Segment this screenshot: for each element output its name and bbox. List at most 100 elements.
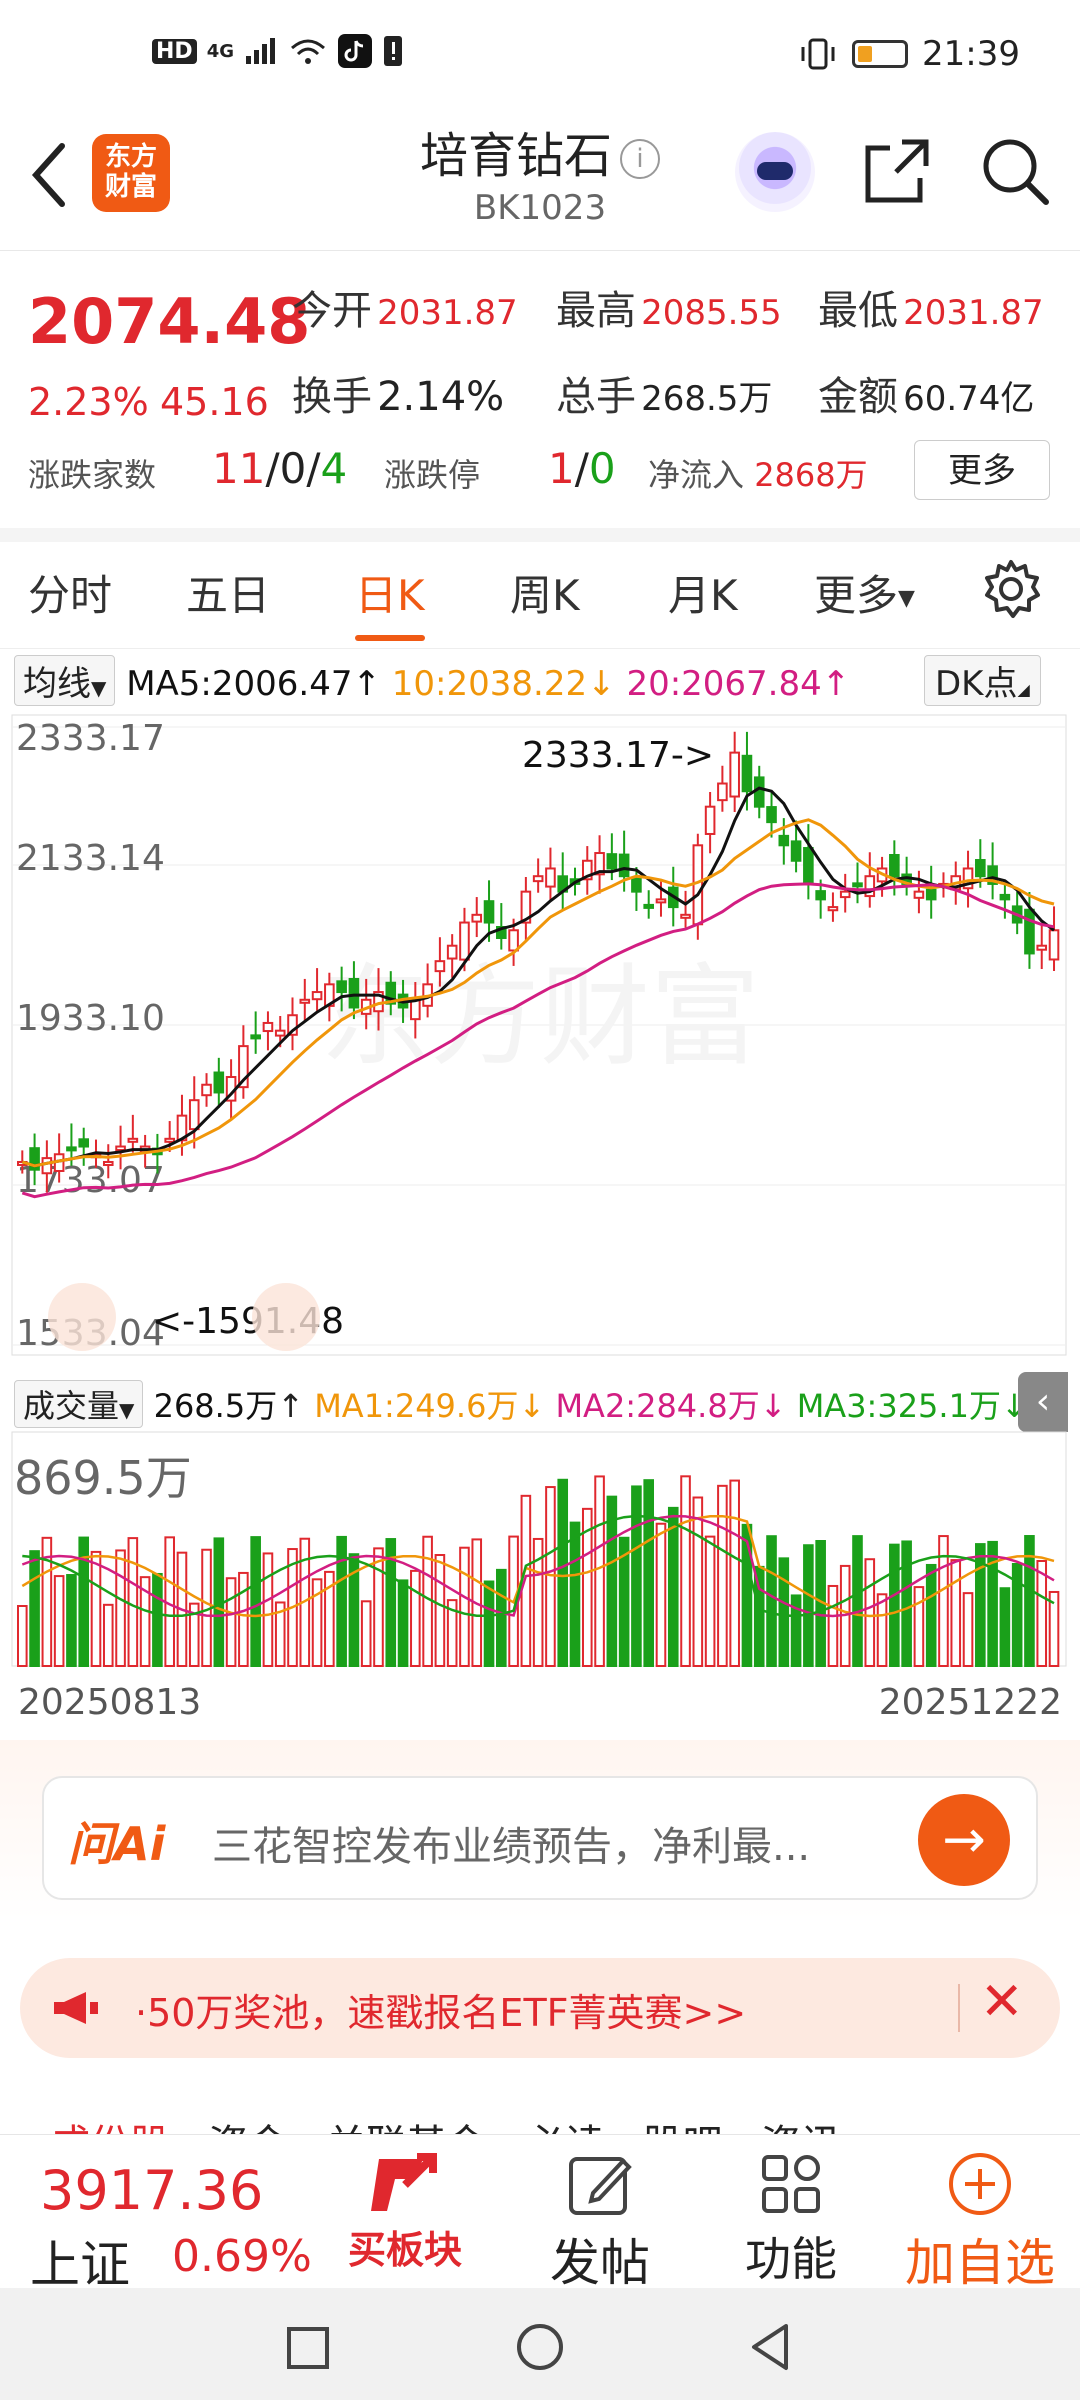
turnover-label: 换手 [292,374,372,420]
collapse-panel-button[interactable]: ‹ [1018,1372,1068,1432]
volume-bar [434,1554,446,1667]
arrow-right-icon[interactable]: → [918,1794,1010,1886]
volume-chart[interactable]: 869.5万 [0,1430,1080,1670]
volume-bar [66,1574,77,1668]
candle-body [618,853,630,878]
volume-bar [225,1577,237,1668]
candle-body [741,754,753,793]
volume-svg[interactable]: 869.5万 [0,1430,1080,1670]
high-annotation: 2333.17-> [522,735,714,776]
scroll-left-icon[interactable] [48,1283,116,1351]
low-label: 最低 [818,288,898,334]
add-watchlist-button[interactable]: 加自选 [890,2149,1070,2295]
candle-body [753,776,765,808]
y-axis-label: 2133.14 [16,838,165,879]
info-icon[interactable]: i [620,139,660,179]
y-axis-label: 1933.10 [16,998,165,1039]
volume-bar [557,1478,569,1668]
recent-apps-icon[interactable] [286,2326,330,2370]
close-icon[interactable]: ✕ [980,1972,1024,2032]
tab-intraday[interactable]: 分时 [28,571,113,620]
volume-bar [1048,1590,1060,1667]
volume-bar [606,1495,618,1668]
status-right: 21:39 [798,34,1020,74]
candle-body [78,1138,90,1148]
home-icon[interactable] [515,2322,565,2372]
ai-robot-icon[interactable] [735,132,815,212]
tab-more[interactable]: 更多▼ [814,562,915,623]
plus-circle-icon [949,2153,1011,2215]
volume-bar [78,1536,90,1667]
candle-body [127,1137,139,1143]
promo-banner[interactable]: ·50万奖池，速戳报名ETF菁英赛>> ✕ [20,1958,1060,2058]
search-icon[interactable] [978,134,1050,206]
candle-body [778,834,790,847]
dk-point-button[interactable]: DK点◢ [924,655,1041,706]
post-button[interactable]: 发帖 [535,2149,665,2295]
turnover-value: 2.14% [377,374,505,420]
watermark: 东方财富 [320,953,760,1081]
back-icon[interactable] [748,2322,792,2372]
candle-body [385,981,397,1005]
signal-icon [246,38,275,64]
ai-search-bar[interactable]: 问Ai 三花智控发布业绩预告，净利最... → [42,1776,1038,1900]
features-button[interactable]: 功能 [726,2149,856,2289]
volume-bar [102,1603,114,1667]
kline-chart[interactable]: 东方财富2333.172133.141933.101733.071533.042… [0,705,1080,1385]
candle-body [704,805,716,835]
index-name[interactable]: 上证 [30,2236,130,2294]
candle-body [446,944,458,960]
volume-bar [680,1475,691,1668]
promo-text[interactable]: ·50万奖池，速戳报名ETF菁英赛>> [135,1991,747,2035]
candle-body [336,980,347,994]
candle-body [164,1137,175,1143]
ma5-line [21,786,1055,1168]
kline-svg[interactable]: 东方财富2333.172133.141933.101733.071533.042… [0,705,1080,1385]
caret-down-icon: ▼ [898,586,915,611]
volume-bar [127,1537,139,1667]
candle-body [311,991,323,1001]
breadth-down: 4 [320,444,348,493]
volume-bar [643,1479,654,1668]
hd-badge: HD [152,38,197,64]
tab-daily-k[interactable]: 日K [355,562,425,641]
ai-prompt-text[interactable]: 三花智控发布业绩预告，净利最... [212,1824,811,1870]
candle-body [889,854,900,878]
ma20-value: 20:2067.84 [626,664,822,704]
header: 东方 财富 培育钻石 i BK1023 [0,110,1080,251]
candle-body [864,875,876,898]
tab-monthly-k[interactable]: 月K [668,571,738,620]
volume-selector[interactable]: 成交量▼ [14,1380,144,1428]
tab-weekly-k[interactable]: 周K [510,571,580,620]
candle-body [508,929,519,952]
volume-bar [188,1602,200,1668]
candle-body [925,888,937,901]
share-icon[interactable] [862,136,932,206]
volume-bar [618,1536,630,1667]
volume-legend: 成交量▼ 268.5万↑ MA1:249.6万↓ MA2:284.8万↓ MA3… [14,1380,1028,1428]
grid-icon [762,2155,820,2213]
candle-body [483,900,495,924]
y-axis-label: 2333.17 [16,718,165,759]
index-value[interactable]: 3917.36 [40,2159,264,2222]
indicator-selector[interactable]: 均线▼ [14,655,116,706]
volume-bar [1011,1563,1023,1667]
volume-selector-label: 成交量 [23,1387,120,1425]
change-value: 45.16 [160,380,269,424]
page-title: 培育钻石 i [0,116,1080,186]
end-date: 20251222 [878,1682,1062,1723]
candle-body [1024,908,1035,955]
buy-sector-button[interactable]: 买板块 [340,2149,470,2274]
volume-bar [311,1578,323,1668]
back-arrow-icon[interactable] [28,140,68,210]
volume-bar [987,1540,998,1667]
expand-icon[interactable] [252,1283,320,1351]
volume-bar [152,1572,163,1667]
more-stats-button[interactable]: 更多 [914,440,1050,500]
volume-bar [975,1543,986,1667]
index-change-pct[interactable]: 0.69% [172,2231,312,2282]
tab-five-day[interactable]: 五日 [186,571,271,620]
candle-body [766,806,777,824]
down-arrow-icon: ↓ [759,1387,787,1425]
gear-icon[interactable] [980,558,1042,620]
